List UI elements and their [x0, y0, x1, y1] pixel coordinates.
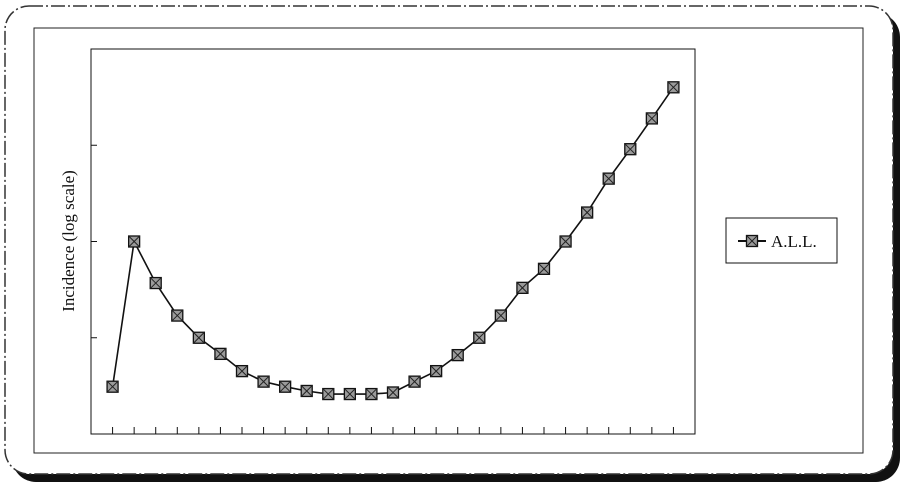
- data-point: [300, 384, 313, 398]
- marker-hatch: [516, 281, 529, 294]
- marker-hatch: [214, 348, 227, 360]
- legend-label: A.L.L.: [771, 232, 817, 251]
- data-point: [645, 112, 659, 125]
- marker-hatch: [473, 331, 486, 344]
- data-point: [494, 309, 508, 322]
- chart-area-border: [33, 27, 864, 454]
- marker-hatch: [344, 388, 356, 400]
- data-point: [537, 262, 551, 275]
- data-point: [386, 386, 400, 399]
- data-point: [408, 375, 421, 388]
- plot-area: [90, 48, 696, 435]
- x-axis-ticks: [112, 427, 674, 434]
- data-point: [257, 375, 270, 388]
- data-point: [473, 331, 486, 344]
- data-point: [365, 387, 378, 401]
- data-point: [235, 364, 249, 378]
- series-a-l-l: [106, 81, 680, 401]
- legend-marker-symbol: [745, 234, 759, 248]
- marker-hatch: [495, 309, 507, 322]
- y-axis-label: Incidence (log scale): [59, 170, 78, 312]
- marker-hatch: [149, 277, 162, 289]
- legend-box: [725, 217, 838, 264]
- marker-hatch: [387, 386, 399, 399]
- marker-hatch: [128, 235, 140, 248]
- data-point: [149, 276, 162, 290]
- marker-hatch: [279, 380, 291, 393]
- marker-hatch: [430, 365, 442, 377]
- data-point: [451, 348, 464, 362]
- marker-hatch: [559, 235, 572, 248]
- marker-hatch: [106, 380, 119, 393]
- data-point: [106, 380, 119, 393]
- data-point: [667, 81, 680, 94]
- data-point: [602, 172, 615, 185]
- marker-hatch: [408, 375, 421, 388]
- data-point: [278, 380, 292, 393]
- marker-hatch: [624, 143, 637, 156]
- marker-hatch: [451, 349, 464, 361]
- data-point: [516, 281, 529, 294]
- data-point: [559, 235, 572, 248]
- data-point: [429, 364, 443, 378]
- data-point: [322, 387, 335, 401]
- data-point: [624, 143, 637, 156]
- marker-hatch: [322, 388, 335, 400]
- y-axis-ticks: [91, 48, 97, 435]
- data-point: [192, 331, 206, 344]
- data-point: [127, 235, 141, 248]
- marker-hatch: [193, 331, 205, 344]
- legend-marker: [745, 234, 759, 248]
- marker-hatch: [646, 112, 658, 125]
- data-point: [580, 206, 594, 219]
- marker-hatch: [602, 172, 615, 185]
- marker-hatch: [257, 375, 270, 388]
- data-point: [171, 309, 184, 322]
- marker-hatch: [171, 309, 184, 322]
- legend: A.L.L.: [725, 217, 838, 264]
- data-point: [343, 387, 357, 401]
- marker-hatch: [538, 262, 550, 275]
- marker-hatch: [365, 388, 378, 400]
- marker-hatch: [667, 81, 680, 94]
- marker-hatch: [300, 385, 313, 397]
- marker-hatch: [236, 365, 248, 377]
- marker-hatch: [581, 206, 593, 219]
- data-point: [214, 347, 227, 361]
- marker-hatch: [746, 235, 758, 247]
